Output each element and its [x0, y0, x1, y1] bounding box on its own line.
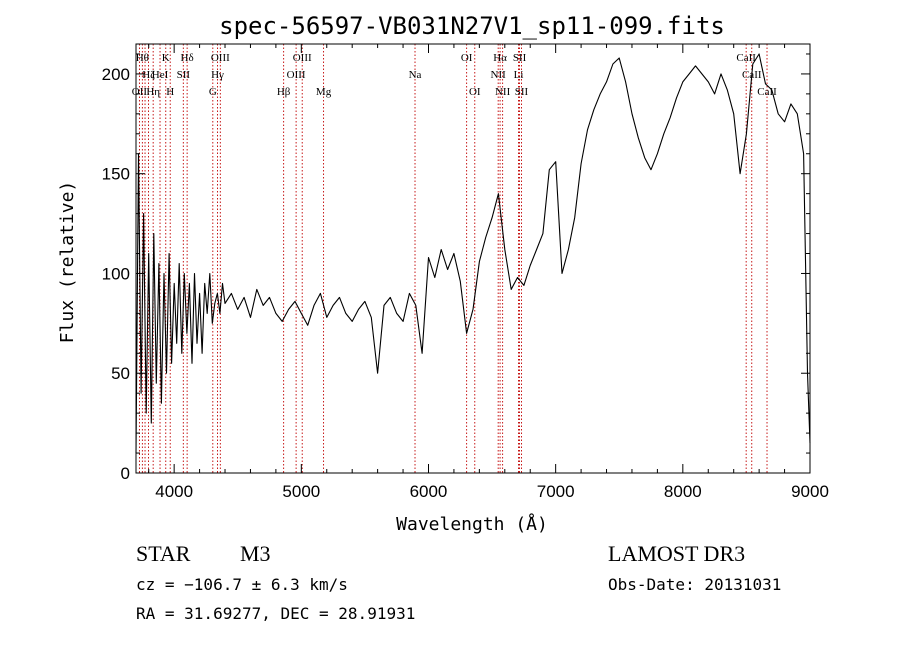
x-axis-label: Wavelength (Å): [396, 513, 548, 535]
marker-label-hδ: Hδ: [181, 52, 194, 64]
marker-label-sii: SII: [513, 52, 527, 64]
y-tick-label: 100: [102, 264, 130, 283]
marker-label-sii: SII: [515, 86, 529, 98]
marker-label-li: Li: [514, 69, 524, 81]
survey-name: LAMOST DR3: [608, 541, 745, 566]
marker-label-hβ: Hβ: [277, 86, 291, 98]
coordinates: RA = 31.69277, DEC = 28.91931: [136, 604, 415, 623]
marker-label-nii: NII: [491, 69, 507, 81]
y-axis-label: Flux (relative): [57, 181, 78, 344]
marker-label-nii: NII: [495, 86, 511, 98]
marker-label-k: K: [162, 52, 170, 64]
y-tick-label: 0: [121, 464, 130, 483]
marker-label-oi: OI: [469, 86, 481, 98]
marker-label-h: H: [166, 86, 174, 98]
y-tick-label: 200: [102, 65, 130, 84]
marker-label-oiii: OIII: [287, 69, 306, 81]
y-tick-label: 150: [102, 165, 130, 184]
x-tick-label: 5000: [282, 482, 320, 501]
x-tick-label: 7000: [537, 482, 575, 501]
x-tick-label: 6000: [410, 482, 448, 501]
marker-label-oiii: OIII: [211, 52, 230, 64]
marker-label-mg: Mg: [316, 86, 332, 98]
marker-label-sii: SII: [177, 69, 191, 81]
redshift-value: cz = −106.7 ± 6.3 km/s: [136, 575, 348, 594]
marker-label-hθ: Hθ: [136, 52, 149, 64]
marker-label-caii: CaII: [757, 86, 777, 98]
object-subclass: M3: [240, 541, 271, 566]
marker-label-hζ: Hζ: [142, 69, 155, 81]
marker-label-hγ: Hγ: [211, 69, 224, 81]
marker-label-oi: OI: [461, 52, 473, 64]
y-tick-label: 50: [111, 364, 130, 383]
object-class: STAR: [136, 541, 191, 566]
x-tick-label: 9000: [791, 482, 829, 501]
marker-label-na: Na: [409, 69, 422, 81]
x-tick-label: 4000: [155, 482, 193, 501]
marker-label-hei: HeI: [152, 69, 169, 81]
axis-ticks: 4000 5000 6000 7000 8000 9000 0 50 100 150 200: [102, 44, 829, 501]
observation-date: Obs-Date: 20131031: [608, 575, 781, 594]
marker-label-g: G: [209, 86, 217, 98]
x-tick-label: 8000: [664, 482, 702, 501]
marker-label-oiii: OIII: [293, 52, 312, 64]
marker-label-hα: Hα: [493, 52, 507, 64]
marker-label-oii: OII: [132, 86, 148, 98]
plot-frame: [135, 43, 811, 474]
marker-label-caii: CaII: [736, 52, 756, 64]
spectrum-trace: [135, 53, 811, 454]
marker-label-hη: Hη: [146, 86, 160, 98]
chart-title: spec-56597-VB031N27V1_sp11-099.fits: [219, 12, 725, 40]
spectral-line-markers: [138, 44, 768, 473]
